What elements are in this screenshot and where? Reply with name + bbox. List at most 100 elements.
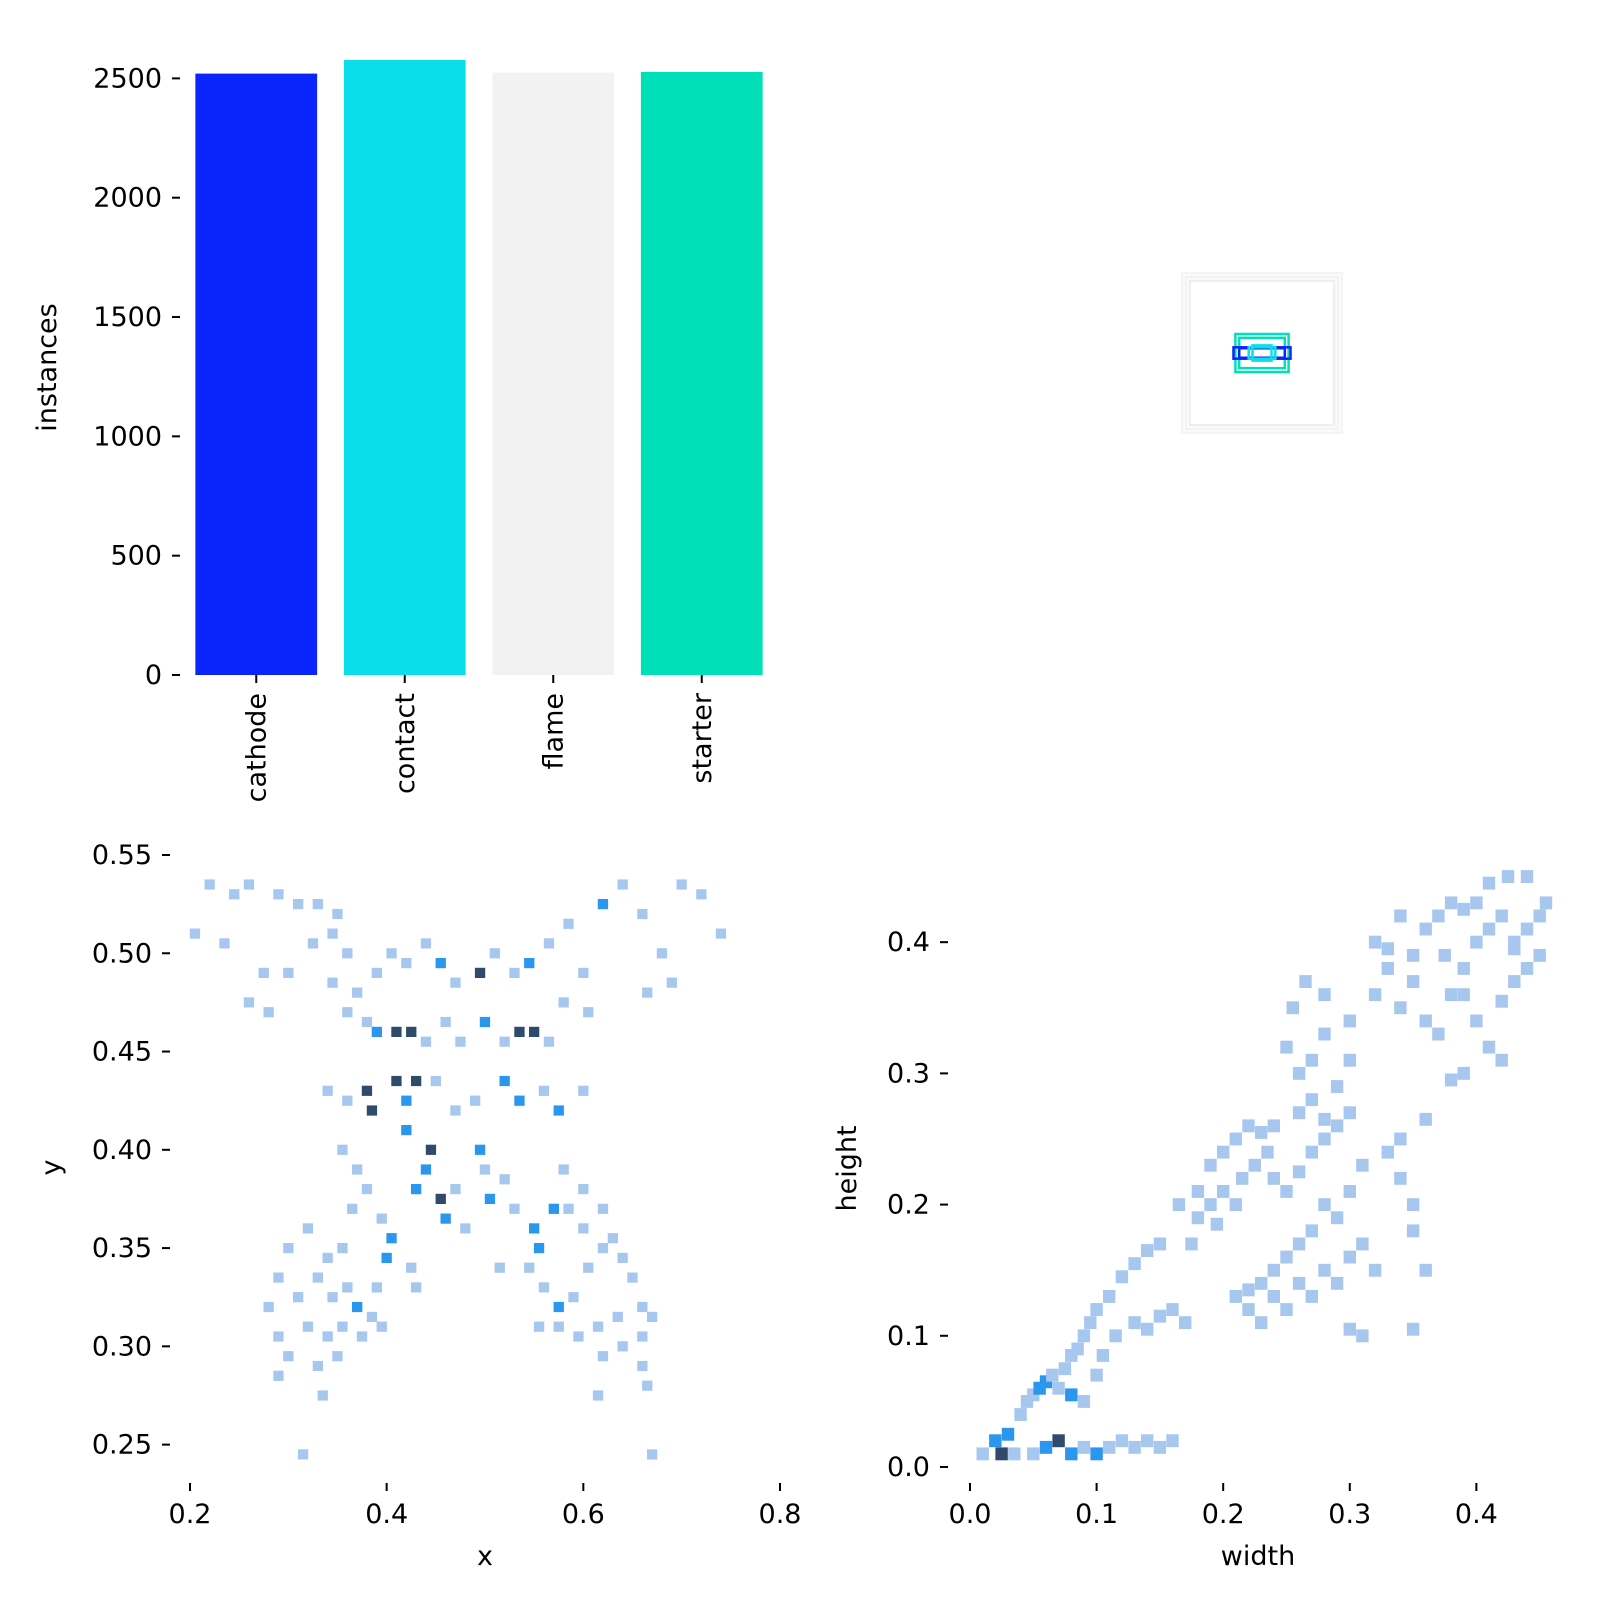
heatmap-cell — [1406, 975, 1420, 988]
heatmap-cell — [1432, 1027, 1445, 1041]
heatmap-cell — [617, 1341, 628, 1352]
heatmap-cell — [1141, 1434, 1154, 1448]
heatmap-cell — [312, 1360, 323, 1372]
heatmap-cell — [1501, 870, 1515, 883]
heatmap-cell — [509, 1203, 520, 1214]
heatmap-cell — [420, 938, 432, 949]
heatmap-cell — [543, 1036, 555, 1047]
heatmap-cell — [558, 997, 569, 1008]
heatmap-cell — [479, 1016, 491, 1028]
heatmap-cell — [322, 1331, 333, 1342]
heatmap-cell — [583, 1262, 594, 1273]
heatmap-cell — [578, 967, 589, 978]
heatmap-cell — [401, 1095, 412, 1106]
heatmap-cell — [450, 1105, 461, 1116]
heatmap-cell — [676, 879, 687, 890]
heatmap-cell — [1419, 1014, 1432, 1028]
heatmap-cell — [1065, 1447, 1078, 1461]
heatmap-cell — [371, 1026, 382, 1037]
heatmap-cell — [391, 1026, 402, 1037]
heatmap-cell — [1153, 1440, 1167, 1454]
heatmap-cell — [204, 879, 215, 890]
heatmap-cell — [989, 1434, 1002, 1448]
heatmap-cell — [1394, 909, 1407, 923]
heatmap-cell — [976, 1447, 989, 1461]
heatmap-cell — [342, 1095, 353, 1106]
heatmap-cell — [273, 1272, 284, 1283]
heatmap-cell — [637, 1331, 648, 1342]
heatmap-cell — [322, 1085, 333, 1096]
heatmap-cell — [1470, 1014, 1483, 1028]
heatmap-cell — [1305, 1053, 1318, 1067]
heatmap-cell — [352, 1164, 363, 1175]
heatmap-cell — [1318, 1112, 1331, 1126]
heatmap-cell — [411, 1075, 422, 1087]
heatmap-cell — [1052, 1381, 1065, 1395]
heatmap-cell — [1217, 1145, 1230, 1159]
heatmap-cell — [592, 1321, 604, 1332]
heatmap-cell — [450, 977, 461, 988]
heatmap-cell — [1406, 1224, 1420, 1238]
y-tick-label: 0 — [145, 660, 162, 691]
heatmap-cell — [1482, 1040, 1496, 1054]
heatmap-cell — [1058, 1362, 1072, 1376]
heatmap-cell — [647, 1311, 658, 1322]
heatmap-cell — [617, 879, 628, 890]
heatmap-cell — [1204, 1198, 1217, 1212]
heatmap-cell — [1343, 1185, 1356, 1198]
heatmap-cell — [411, 1184, 422, 1195]
heatmap-cell — [1185, 1237, 1198, 1251]
heatmap-cell — [366, 1311, 378, 1322]
heatmap-cell — [312, 1272, 323, 1283]
heatmap-cell — [460, 1223, 471, 1234]
heatmap-cell — [1444, 896, 1458, 910]
x-axis-label: width — [1221, 1541, 1295, 1572]
heatmap-cell — [1014, 1408, 1027, 1421]
heatmap-cell — [607, 1233, 618, 1244]
heatmap-cell — [995, 1447, 1008, 1461]
y-tick-label: 0.2 — [887, 1190, 930, 1221]
heatmap-cell — [484, 1193, 496, 1204]
x-tick-label: 0.0 — [949, 1499, 992, 1530]
heatmap-cell — [1280, 1040, 1293, 1054]
x-axis-label: x — [477, 1541, 493, 1572]
heatmap-cell — [612, 1311, 623, 1322]
heatmap-cell — [1406, 948, 1420, 962]
heatmap-cell — [474, 967, 486, 978]
heatmap-cell — [1508, 942, 1521, 956]
heatmap-cell — [1457, 1066, 1470, 1080]
heatmap-cell — [189, 928, 201, 939]
heatmap-cell — [450, 1184, 461, 1195]
heatmap-cell — [1533, 948, 1546, 962]
heatmap-cell — [1482, 876, 1496, 890]
heatmap-cell — [1242, 1303, 1255, 1316]
heatmap-cell — [1432, 909, 1445, 923]
heatmap-cell — [578, 1085, 589, 1096]
heatmap-cell — [509, 967, 520, 978]
bounding-box-6 — [1237, 347, 1287, 359]
heatmap-cell — [474, 1144, 486, 1155]
heatmap-cell — [1153, 1237, 1167, 1251]
y-tick-label: 0.45 — [92, 1037, 152, 1068]
heatmap-cell — [1166, 1434, 1179, 1448]
heatmap-cell — [386, 1233, 397, 1244]
heatmap-cell — [1508, 975, 1521, 988]
heatmap-cell — [494, 1262, 505, 1273]
heatmap-cell — [1356, 1237, 1369, 1251]
heatmap-cell — [642, 1380, 653, 1391]
heatmap-cell — [1457, 962, 1470, 975]
heatmap-cell — [371, 1282, 382, 1293]
heatmap-cell — [597, 1351, 609, 1362]
heatmap-cell — [1305, 1224, 1318, 1238]
heatmap-cell — [1444, 988, 1458, 1002]
heatmap-cell — [1394, 1001, 1407, 1015]
heatmap-cell — [440, 1016, 451, 1028]
heatmap-cell — [342, 948, 353, 959]
heatmap-cell — [1318, 1132, 1331, 1146]
heatmap-cell — [529, 1223, 540, 1234]
heatmap-cell — [258, 967, 269, 978]
heatmap-cell — [376, 1321, 387, 1332]
heatmap-cell — [647, 1449, 658, 1460]
bar-starter — [640, 71, 763, 675]
heatmap-cell — [696, 889, 707, 900]
